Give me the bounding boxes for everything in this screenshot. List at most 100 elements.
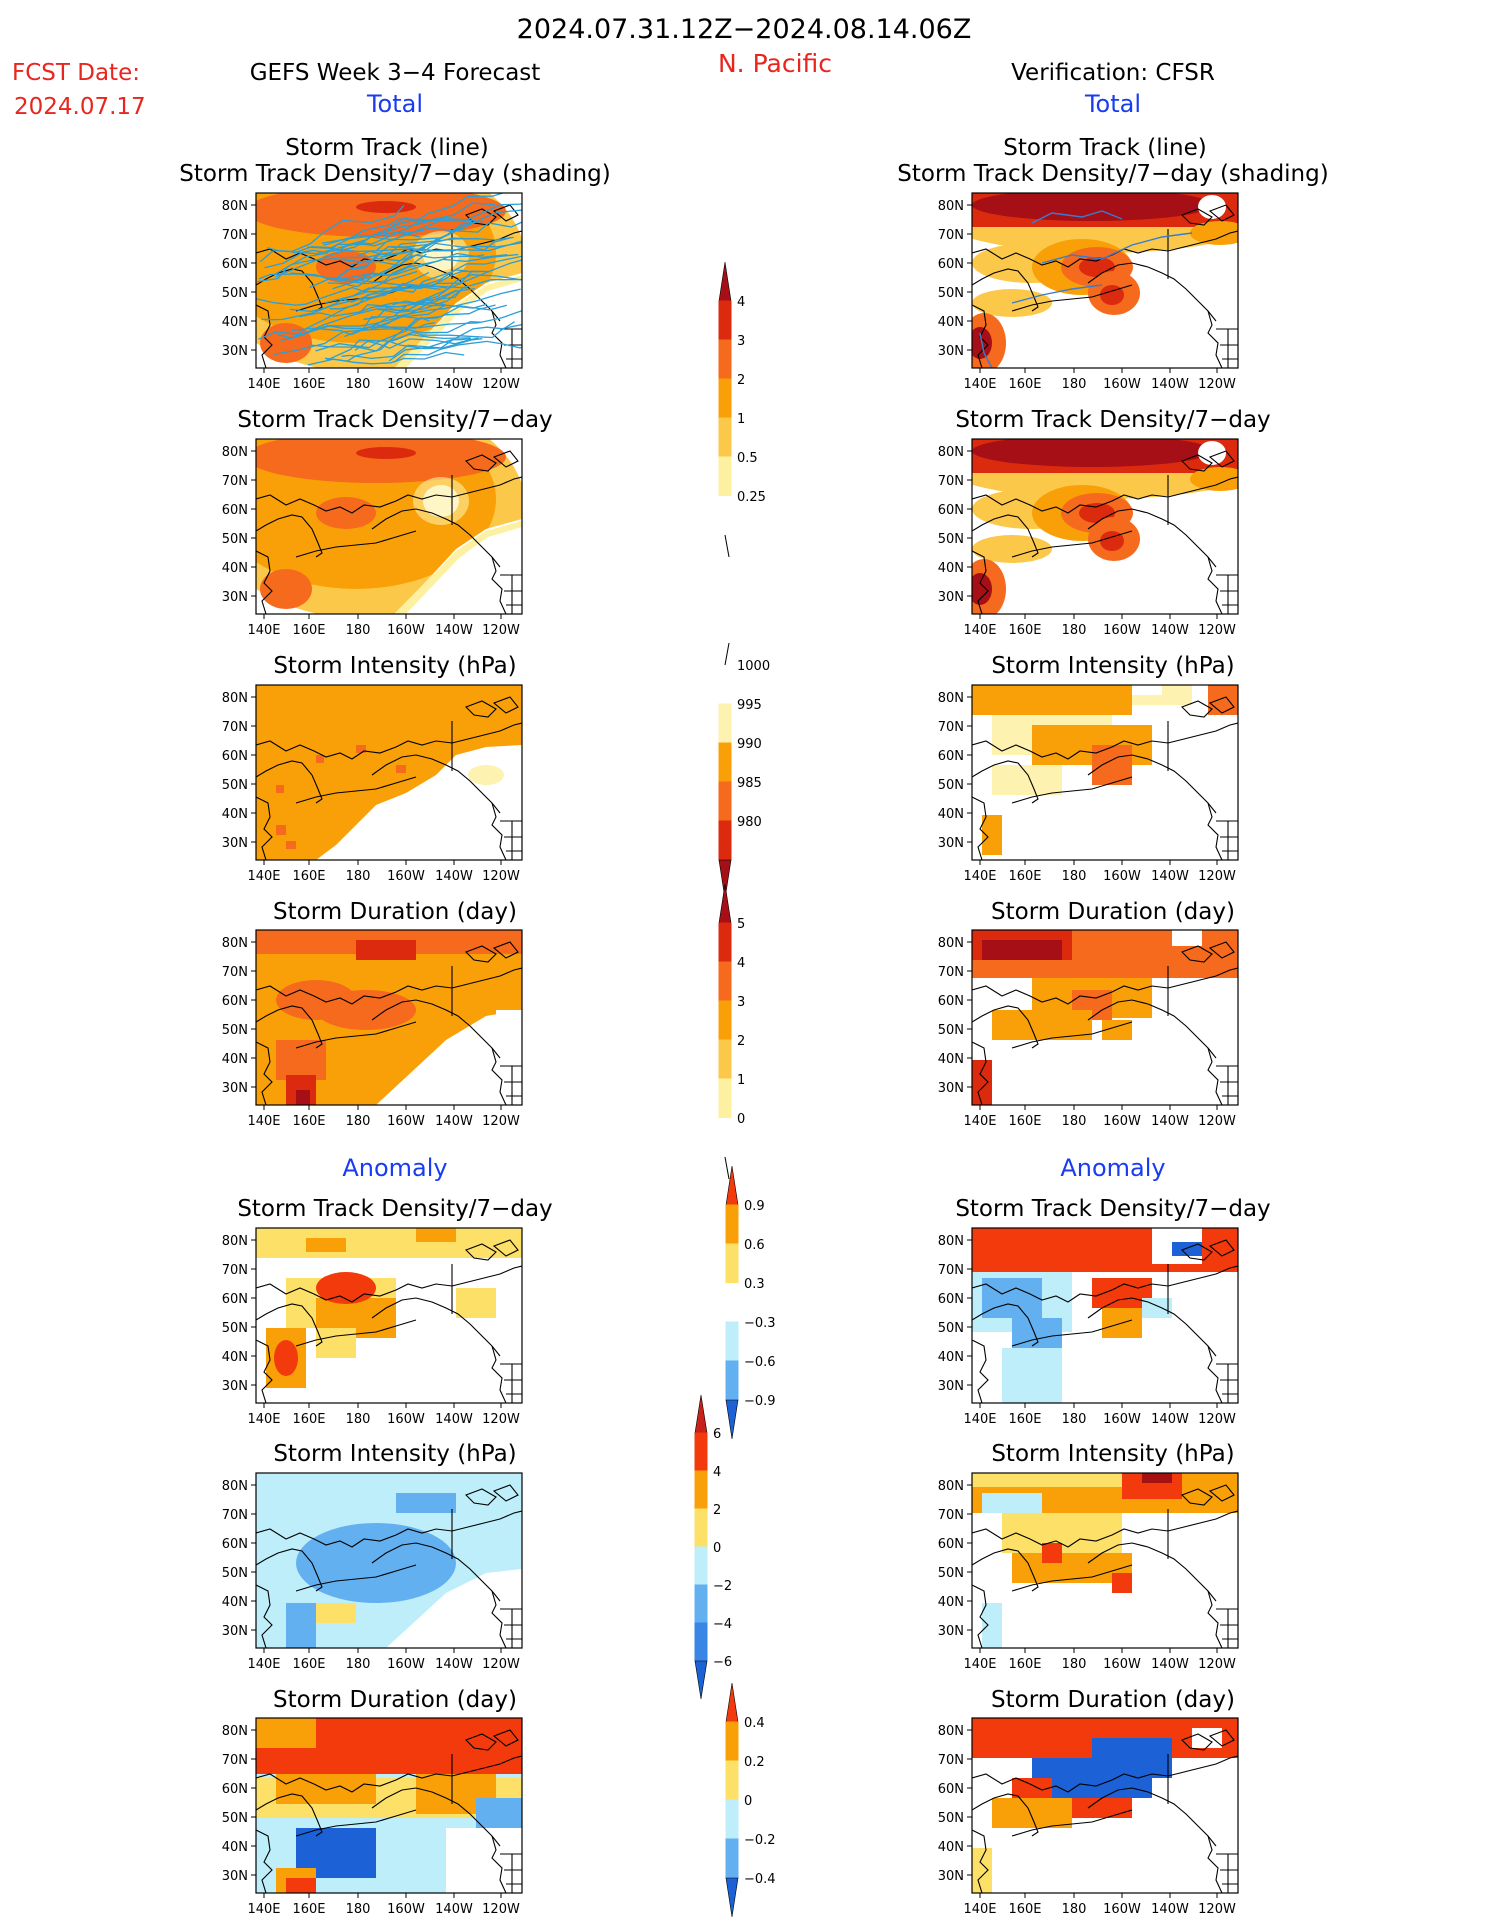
- colorbar-intensity_total: 1000 995 990 985 980: [718, 642, 770, 900]
- title-intensity-total-right: Storm Intensity (hPa): [991, 653, 1234, 679]
- title-track-line-left: Storm Track (line): [285, 135, 488, 161]
- lon-tick-label: 140W: [435, 1114, 473, 1129]
- lon-tick-label: 120W: [482, 377, 520, 392]
- shading-region: [394, 275, 522, 368]
- aleutian-chain: [1011, 776, 1133, 804]
- shading-region: [1190, 221, 1238, 245]
- colorbar-label: 6: [713, 1427, 721, 1442]
- region-label: N. Pacific: [718, 49, 832, 78]
- colorbar-density_anom: 0.9 0.6 0.3 −0.3 −0.6 −0.9: [725, 1165, 776, 1440]
- west-coast: [1207, 556, 1223, 614]
- shading-region: [972, 439, 1212, 467]
- storm-track: [326, 338, 483, 361]
- lon-tick-label: 160W: [1103, 1902, 1141, 1917]
- asia-coastline: [256, 550, 273, 614]
- lat-tick-label: 40N: [938, 561, 964, 576]
- shading-region: [256, 685, 522, 860]
- lon-tick-label: 180: [1062, 1412, 1087, 1427]
- lat-tick-label: 50N: [938, 778, 964, 793]
- west-coast: [1207, 310, 1223, 368]
- title-duration-total-right: Storm Duration (day): [991, 899, 1235, 925]
- lon-tick-label: 160W: [1103, 623, 1141, 638]
- lat-tick-label: 60N: [222, 257, 248, 272]
- lat-tick-label: 40N: [222, 1052, 248, 1067]
- lon-tick-label: 140E: [247, 1902, 280, 1917]
- lon-tick-label: 160E: [292, 1902, 325, 1917]
- lon-tick-label: 140E: [247, 869, 280, 884]
- title-track-shading-left: Storm Track Density/7−day (shading): [179, 161, 610, 187]
- map-shading: [972, 1473, 1238, 1648]
- shading-region: [316, 990, 416, 1030]
- verification-title: Verification: CFSR: [1011, 60, 1215, 86]
- colorbar-swatch: [718, 417, 732, 458]
- shading-region: [992, 765, 1062, 795]
- anomaly-label-right: Anomaly: [1060, 1154, 1165, 1182]
- storm-track: [392, 259, 522, 306]
- lon-tick-label: 140W: [435, 623, 473, 638]
- lat-tick-label: 50N: [222, 1321, 248, 1336]
- shading-region: [316, 1603, 356, 1623]
- lon-tick-label: 160E: [292, 623, 325, 638]
- map-shading: [256, 1718, 522, 1893]
- lat-tick-label: 40N: [938, 1350, 964, 1365]
- arctic-coastline: [256, 722, 522, 760]
- aleutian-chain: [1011, 1319, 1133, 1347]
- shading-region: [356, 745, 366, 753]
- lon-tick-label: 140W: [1151, 377, 1189, 392]
- colorbar-swatch: [718, 820, 732, 861]
- lon-tick-label: 140W: [1151, 1902, 1189, 1917]
- shading-region: [1102, 1020, 1132, 1040]
- colorbar-swatch: [725, 1321, 739, 1362]
- lat-tick-label: 30N: [938, 1081, 964, 1096]
- storm-track: [393, 340, 522, 363]
- storm-track: [357, 304, 507, 332]
- lat-tick-label: 70N: [222, 228, 248, 243]
- asia-coastline: [256, 1584, 273, 1648]
- shading-region: [376, 1010, 522, 1105]
- map-duration-total-verification: 80N 70N 60N 50N 40N 30N 140E 160E 180 160W 140W 120…: [938, 929, 1239, 1129]
- map-shading: [972, 193, 1238, 368]
- storm-track: [293, 218, 433, 254]
- colorbar-swatch: [725, 1838, 739, 1879]
- arctic-islands: [465, 696, 519, 718]
- lon-tick-label: 180: [346, 1657, 371, 1672]
- colorbar-swatch: [725, 1799, 739, 1840]
- colorbar-swatch: [719, 665, 731, 704]
- lon-tick-label: 120W: [482, 1412, 520, 1427]
- lon-tick-label: 160W: [387, 1657, 425, 1672]
- shading-region: [972, 535, 1052, 563]
- title-intensity-total-left: Storm Intensity (hPa): [273, 653, 516, 679]
- lon-tick-label: 140W: [1151, 623, 1189, 638]
- lat-tick-label: 70N: [222, 474, 248, 489]
- colorbar-label: −0.2: [744, 1833, 776, 1848]
- lat-tick-label: 70N: [938, 474, 964, 489]
- lon-tick-label: 160E: [1008, 869, 1041, 884]
- storm-track: [258, 254, 380, 281]
- shading-region: [256, 1718, 316, 1748]
- colorbar-label: 0.9: [744, 1199, 765, 1214]
- map-duration-total-forecast: 80N 70N 60N 50N 40N 30N 140E 160E 180 160W 140W 120…: [222, 929, 523, 1129]
- lon-tick-label: 160E: [292, 1412, 325, 1427]
- lat-tick-label: 80N: [222, 199, 248, 214]
- lon-tick-label: 180: [346, 869, 371, 884]
- colorbar-label: 0: [737, 1112, 745, 1127]
- title-duration-anom-right: Storm Duration (day): [991, 1687, 1235, 1713]
- colorbar-intensity_anom: 6 4 2 0 −2 −4 −6: [694, 1394, 732, 1700]
- lat-tick-label: 80N: [222, 445, 248, 460]
- lon-tick-label: 160E: [1008, 1657, 1041, 1672]
- colorbar-label: 0: [713, 1541, 721, 1556]
- lat-tick-label: 80N: [222, 936, 248, 951]
- shading-region: [1072, 1798, 1132, 1818]
- asia-coastline: [972, 304, 989, 368]
- lon-tick-label: 180: [346, 1114, 371, 1129]
- aleutian-chain: [295, 1809, 417, 1837]
- map-frame: [255, 1227, 523, 1404]
- storm-track: [366, 255, 522, 301]
- shading-region: [413, 231, 469, 279]
- lon-tick-label: 120W: [482, 1114, 520, 1129]
- lon-tick-label: 120W: [1198, 377, 1236, 392]
- colorbar-swatch: [718, 1039, 732, 1080]
- colorbar-swatch: [718, 378, 732, 419]
- arctic-islands: [465, 204, 519, 226]
- shading-region: [296, 1523, 456, 1603]
